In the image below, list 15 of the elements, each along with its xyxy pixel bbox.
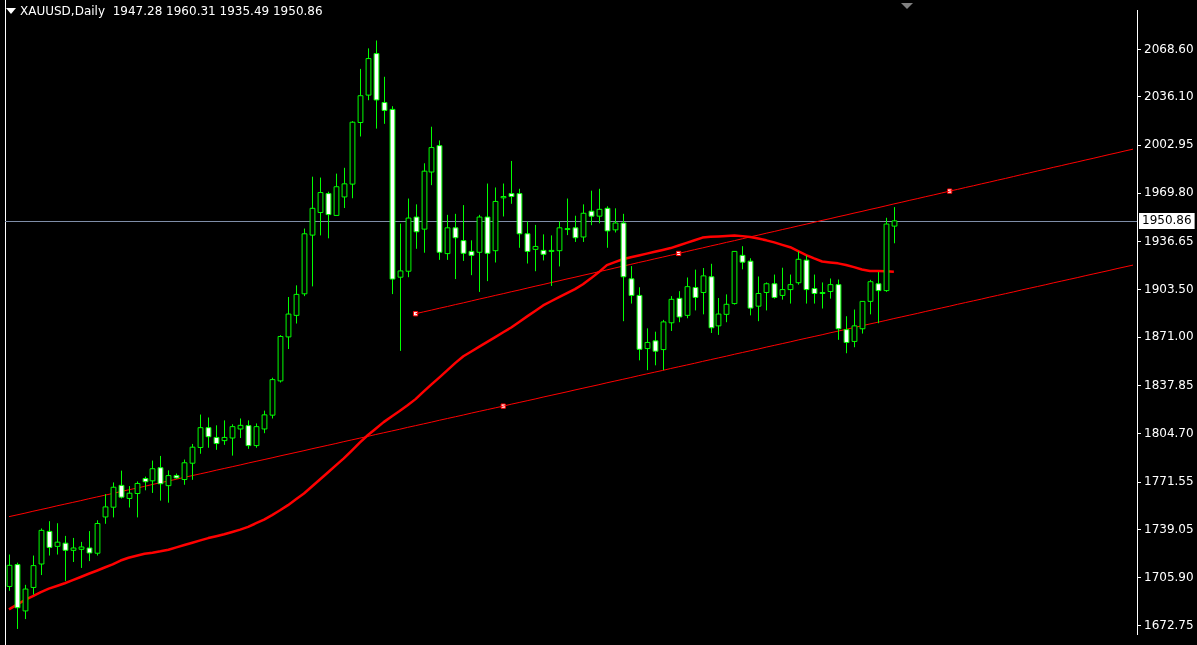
y-tick-label: 1804.70 — [1144, 425, 1194, 440]
y-tick-label: 1739.05 — [1144, 521, 1194, 536]
y-tick-label: 1771.55 — [1144, 474, 1194, 489]
chart-title: XAUUSD,Daily 1947.28 1960.31 1935.49 1950.86 — [20, 4, 323, 18]
y-tick-label: 2036.10 — [1144, 88, 1194, 103]
y-tick-label: 2002.95 — [1144, 137, 1194, 152]
y-tick-label: 2068.60 — [1144, 41, 1194, 56]
y-tick-label: 1837.85 — [1144, 377, 1194, 392]
y-tick-label: 1672.75 — [1144, 618, 1194, 633]
y-tick-label: 1903.50 — [1144, 282, 1194, 296]
y-tick-label: 1871.00 — [1144, 329, 1194, 344]
y-tick-label: 1705.90 — [1144, 569, 1194, 584]
ref-line-label: 1950.86 — [1142, 213, 1192, 228]
y-tick-label: 1936.65 — [1144, 233, 1194, 248]
y-tick-label: 1969.80 — [1144, 185, 1194, 200]
